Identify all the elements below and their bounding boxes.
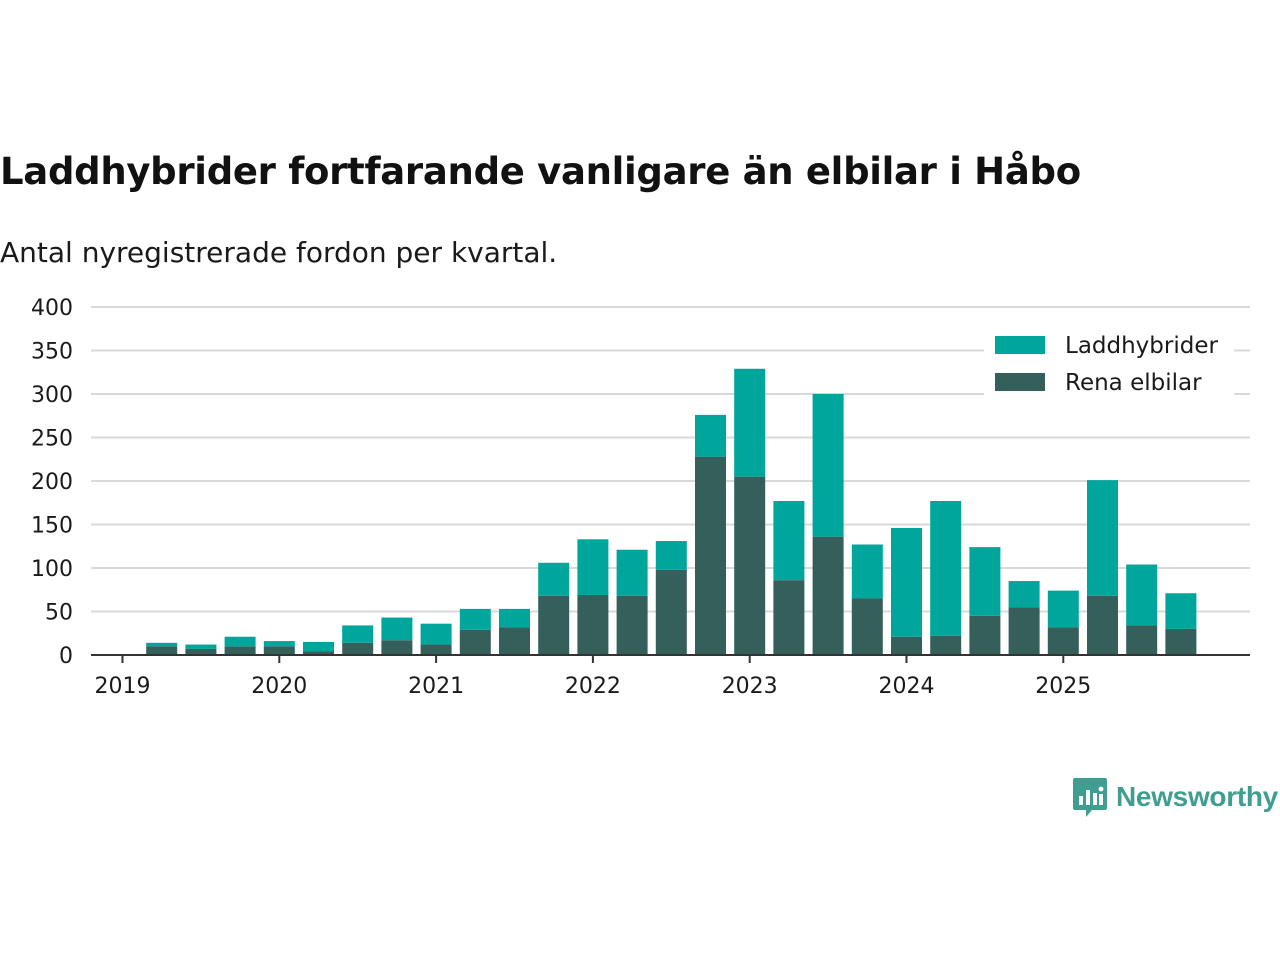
bar-rena-elbilar bbox=[420, 644, 452, 655]
y-tick-label: 0 bbox=[59, 644, 73, 669]
y-tick-label: 300 bbox=[31, 383, 73, 408]
bar-rena-elbilar bbox=[577, 594, 609, 655]
bar-laddhybrider bbox=[812, 394, 844, 537]
y-tick-label: 100 bbox=[31, 557, 73, 582]
x-tick-label: 2025 bbox=[1035, 674, 1091, 699]
bar-laddhybrider bbox=[1165, 593, 1197, 629]
bar-rena-elbilar bbox=[499, 627, 530, 655]
bar-rena-elbilar bbox=[851, 598, 883, 655]
bar-laddhybrider bbox=[185, 644, 217, 649]
bar-rena-elbilar bbox=[773, 580, 805, 655]
legend-swatch-rena-elbilar bbox=[995, 373, 1045, 391]
legend-label-rena-elbilar: Rena elbilar bbox=[1065, 370, 1202, 396]
x-tick-label: 2023 bbox=[722, 674, 778, 699]
bar-laddhybrider bbox=[538, 562, 570, 596]
y-tick-label: 400 bbox=[31, 296, 73, 321]
bar-rena-elbilar bbox=[224, 646, 256, 655]
bar-laddhybrider bbox=[969, 547, 1001, 616]
bar-laddhybrider bbox=[459, 608, 491, 630]
bar-rena-elbilar bbox=[616, 595, 648, 655]
bar-laddhybrider bbox=[420, 623, 452, 645]
bar-rena-elbilar bbox=[146, 646, 178, 655]
bars bbox=[146, 368, 1197, 655]
x-tick-label: 2019 bbox=[95, 674, 151, 699]
stacked-bar-chart: 0 50 100 150 200 250 300 350 400 2019 2020 2021 2022… bbox=[31, 296, 1250, 699]
x-tick-label: 2022 bbox=[565, 674, 621, 699]
bar-laddhybrider bbox=[655, 541, 687, 570]
bar-rena-elbilar bbox=[1165, 628, 1197, 655]
bar-laddhybrider bbox=[263, 641, 295, 647]
bar-laddhybrider bbox=[146, 642, 178, 647]
newsworthy-logo-text: Newsworthy bbox=[1116, 781, 1278, 812]
newsworthy-logo-icon bbox=[1073, 778, 1107, 817]
bar-laddhybrider bbox=[381, 617, 413, 641]
bar-rena-elbilar bbox=[1087, 595, 1118, 655]
bar-laddhybrider bbox=[342, 625, 374, 643]
x-tick-label: 2020 bbox=[251, 674, 307, 699]
bar-laddhybrider bbox=[1126, 564, 1158, 626]
bar-laddhybrider bbox=[930, 501, 962, 636]
bar-rena-elbilar bbox=[538, 595, 570, 655]
bar-laddhybrider bbox=[773, 501, 805, 581]
bar-laddhybrider bbox=[734, 368, 766, 477]
bar-laddhybrider bbox=[577, 539, 609, 595]
bar-laddhybrider bbox=[851, 544, 883, 599]
y-tick-label: 200 bbox=[31, 470, 73, 495]
bar-rena-elbilar bbox=[969, 615, 1001, 655]
bar-laddhybrider bbox=[1047, 590, 1079, 628]
bar-rena-elbilar bbox=[263, 646, 295, 655]
bar-rena-elbilar bbox=[734, 476, 766, 655]
bar-rena-elbilar bbox=[812, 536, 844, 655]
legend-swatch-laddhybrider bbox=[995, 336, 1045, 354]
legend-label-laddhybrider: Laddhybrider bbox=[1065, 333, 1218, 359]
bar-rena-elbilar bbox=[1126, 625, 1158, 655]
chart-title: Laddhybrider fortfarande vanligare än el… bbox=[0, 150, 1081, 193]
axes: 0 50 100 150 200 250 300 350 400 2019 2020 2021 2022… bbox=[31, 296, 1250, 699]
bar-laddhybrider bbox=[499, 608, 530, 628]
y-tick-label: 350 bbox=[31, 340, 73, 365]
bar-rena-elbilar bbox=[655, 569, 687, 655]
bar-laddhybrider bbox=[303, 641, 334, 652]
bar-rena-elbilar bbox=[342, 642, 374, 655]
bar-laddhybrider bbox=[695, 414, 726, 457]
bar-rena-elbilar bbox=[1008, 607, 1040, 655]
x-tick-label: 2021 bbox=[408, 674, 464, 699]
legend: Laddhybrider Rena elbilar bbox=[984, 328, 1234, 396]
bar-laddhybrider bbox=[616, 549, 648, 596]
bar-rena-elbilar bbox=[381, 640, 413, 655]
y-tick-label: 50 bbox=[45, 601, 73, 626]
y-tick-label: 150 bbox=[31, 514, 73, 539]
bar-rena-elbilar bbox=[1047, 627, 1079, 655]
bar-laddhybrider bbox=[1008, 581, 1040, 608]
bar-rena-elbilar bbox=[303, 651, 334, 655]
bar-rena-elbilar bbox=[185, 648, 217, 655]
bar-rena-elbilar bbox=[930, 635, 962, 655]
x-tick-label: 2024 bbox=[879, 674, 935, 699]
bar-laddhybrider bbox=[891, 527, 922, 637]
newsworthy-logo: Newsworthy bbox=[1072, 776, 1278, 818]
bar-laddhybrider bbox=[1087, 480, 1118, 596]
bar-laddhybrider bbox=[224, 636, 256, 647]
y-tick-label: 250 bbox=[31, 427, 73, 452]
chart-subtitle: Antal nyregistrerade fordon per kvartal. bbox=[0, 236, 558, 269]
bar-rena-elbilar bbox=[695, 456, 726, 655]
bar-rena-elbilar bbox=[891, 636, 922, 655]
bar-rena-elbilar bbox=[459, 629, 491, 655]
